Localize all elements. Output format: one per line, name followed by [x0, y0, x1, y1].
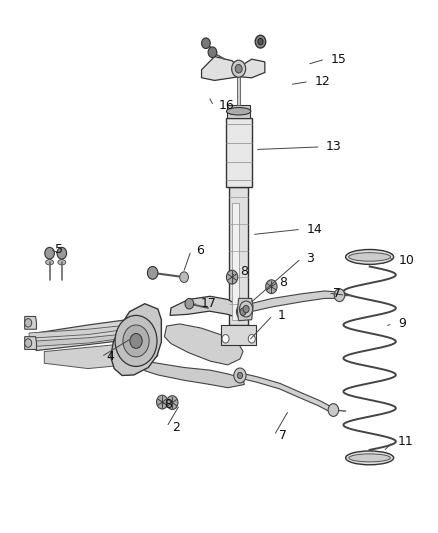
Circle shape — [148, 266, 158, 279]
Polygon shape — [111, 304, 161, 375]
Polygon shape — [25, 317, 36, 329]
Circle shape — [201, 38, 210, 49]
Polygon shape — [29, 335, 120, 347]
Circle shape — [258, 38, 263, 45]
Text: 9: 9 — [398, 318, 406, 330]
Circle shape — [334, 289, 345, 302]
Polygon shape — [246, 291, 338, 313]
Text: 10: 10 — [399, 254, 415, 266]
Circle shape — [237, 304, 250, 320]
Bar — [232, 203, 239, 320]
Text: 2: 2 — [172, 421, 180, 433]
Circle shape — [243, 305, 249, 313]
Circle shape — [235, 64, 242, 73]
Ellipse shape — [346, 451, 394, 465]
Polygon shape — [170, 296, 244, 320]
Text: 13: 13 — [326, 140, 342, 154]
Bar — [237, 73, 240, 105]
Circle shape — [57, 247, 67, 259]
Ellipse shape — [226, 108, 251, 115]
Polygon shape — [44, 344, 158, 368]
Text: 7: 7 — [333, 287, 341, 300]
Polygon shape — [25, 337, 36, 350]
Circle shape — [166, 395, 178, 409]
Circle shape — [328, 403, 339, 416]
Circle shape — [232, 60, 246, 77]
Text: 5: 5 — [55, 243, 63, 256]
Bar — [229, 187, 248, 325]
Circle shape — [115, 316, 157, 367]
Bar — [221, 325, 256, 345]
Circle shape — [123, 325, 149, 357]
Polygon shape — [145, 361, 244, 387]
Text: 14: 14 — [306, 223, 322, 236]
Circle shape — [208, 47, 217, 58]
Polygon shape — [164, 324, 243, 365]
Ellipse shape — [58, 260, 66, 265]
Text: 6: 6 — [196, 244, 204, 257]
Ellipse shape — [349, 253, 391, 261]
Text: 16: 16 — [219, 100, 235, 112]
Circle shape — [226, 270, 238, 284]
Text: 3: 3 — [306, 252, 314, 265]
Bar — [227, 105, 250, 118]
Text: 1: 1 — [278, 309, 286, 322]
Circle shape — [222, 335, 229, 343]
Circle shape — [185, 298, 194, 309]
Text: 15: 15 — [330, 53, 346, 66]
Text: 17: 17 — [201, 297, 216, 310]
Polygon shape — [29, 326, 120, 338]
Circle shape — [248, 335, 255, 343]
Ellipse shape — [346, 249, 394, 264]
Circle shape — [45, 247, 54, 259]
Text: 4: 4 — [106, 350, 114, 364]
Circle shape — [156, 395, 168, 409]
Circle shape — [240, 301, 253, 317]
Circle shape — [240, 308, 246, 316]
Text: 8: 8 — [240, 265, 248, 278]
Polygon shape — [29, 320, 160, 351]
Text: 7: 7 — [279, 429, 287, 442]
Circle shape — [237, 372, 243, 378]
Bar — [226, 118, 252, 187]
Circle shape — [266, 280, 277, 294]
Polygon shape — [240, 373, 332, 413]
Text: 11: 11 — [398, 435, 414, 448]
Circle shape — [130, 334, 142, 349]
Circle shape — [234, 368, 246, 383]
Text: 8: 8 — [164, 398, 173, 411]
Circle shape — [25, 339, 32, 348]
Circle shape — [180, 272, 188, 282]
Circle shape — [255, 35, 266, 48]
Circle shape — [25, 319, 32, 327]
Polygon shape — [237, 298, 253, 321]
Text: 12: 12 — [314, 75, 330, 88]
Polygon shape — [201, 56, 265, 80]
Ellipse shape — [349, 454, 390, 462]
Text: 8: 8 — [279, 276, 287, 289]
Ellipse shape — [46, 260, 53, 265]
